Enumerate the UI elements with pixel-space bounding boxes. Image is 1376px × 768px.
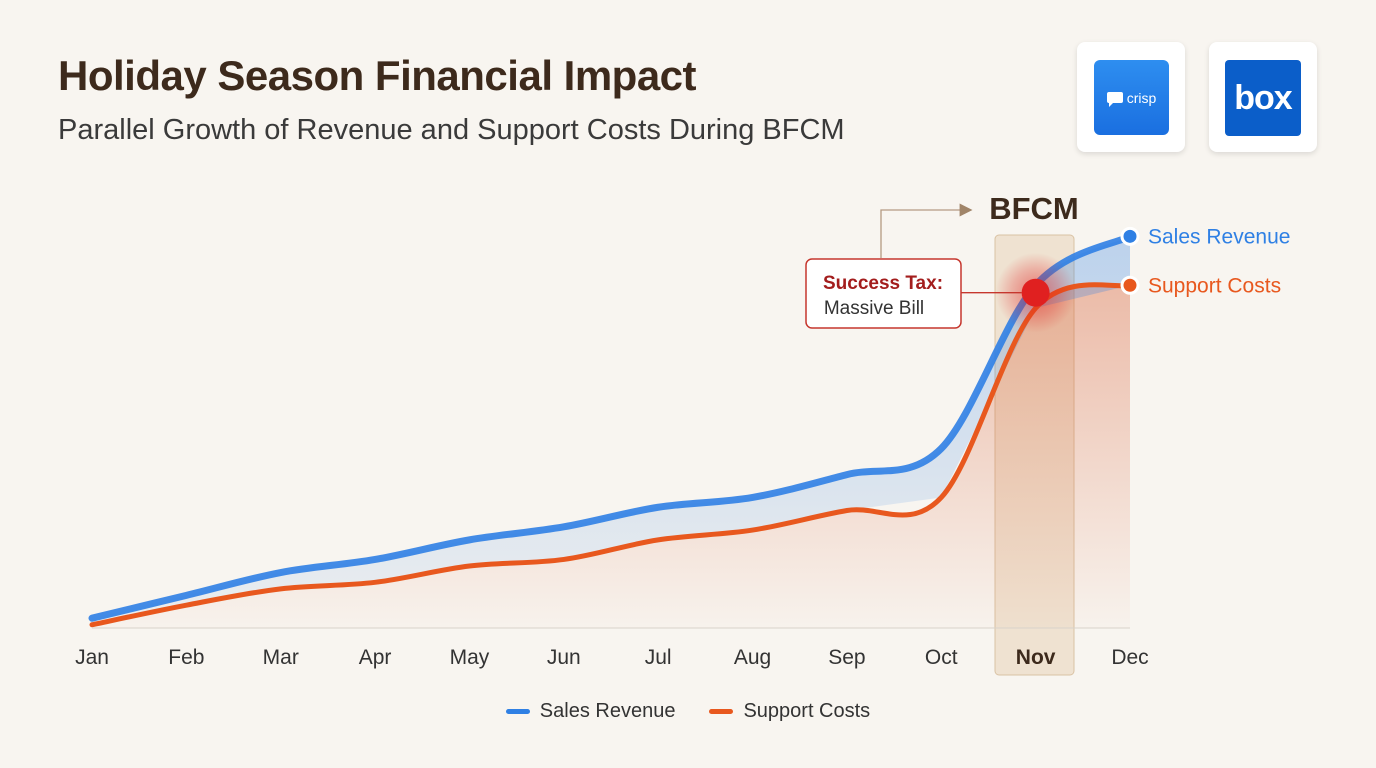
crisp-logo-text: crisp [1126, 89, 1157, 106]
chat-bubble-icon [1106, 92, 1123, 107]
sales-revenue-end-label: Sales Revenue [1148, 225, 1290, 248]
support-costs-line [89, 282, 1133, 628]
sales-revenue-line [88, 232, 1134, 622]
legend-swatch-costs [709, 709, 734, 714]
sales-revenue-end-point [1120, 226, 1140, 246]
x-tick-label-aug: Aug [734, 646, 771, 669]
x-tick-label-may: May [450, 646, 490, 669]
chart-legend: Sales Revenue Support Costs [0, 700, 1376, 723]
x-tick-label-jun: Jun [547, 646, 581, 669]
x-tick-label-mar: Mar [263, 646, 299, 669]
bfcm-label: BFCM [989, 191, 1079, 226]
x-tick-label-oct: Oct [925, 646, 958, 669]
annotation-title: Success Tax: [823, 273, 943, 294]
support-costs-area [92, 284, 1130, 628]
annotation-box [805, 258, 962, 329]
support-costs-end-point [1120, 275, 1140, 295]
x-tick-label-dec: Dec [1111, 646, 1148, 669]
legend-item-revenue: Sales Revenue [505, 700, 676, 723]
crisp-logo: crisp [1094, 60, 1169, 135]
x-tick-label-jul: Jul [645, 646, 672, 669]
sales-revenue-area [92, 236, 1130, 625]
hotspot-marker [1021, 278, 1050, 307]
legend-label-revenue: Sales Revenue [539, 700, 676, 722]
legend-item-costs: Support Costs [709, 700, 870, 723]
legend-label-costs: Support Costs [743, 700, 871, 722]
box-logo: box [1225, 60, 1301, 136]
x-tick-label-feb: Feb [168, 646, 204, 669]
x-tick-label-jan: Jan [75, 646, 109, 669]
chart-subtitle: Parallel Growth of Revenue and Support C… [58, 114, 845, 146]
x-tick-label-sep: Sep [828, 646, 865, 669]
legend-swatch-revenue [505, 709, 530, 714]
box-logo-text: box [1234, 78, 1292, 117]
support-costs-end-label: Support Costs [1148, 274, 1281, 297]
annotation-text: Massive Bill [824, 298, 924, 319]
x-tick-label-nov: Nov [1016, 646, 1056, 669]
chart-title: Holiday Season Financial Impact [58, 52, 697, 99]
crisp-logo-card: crisp [1077, 42, 1185, 152]
bfcm-arrow-connector [880, 203, 973, 258]
x-tick-label-apr: Apr [359, 646, 392, 669]
box-logo-card: box [1209, 42, 1317, 152]
